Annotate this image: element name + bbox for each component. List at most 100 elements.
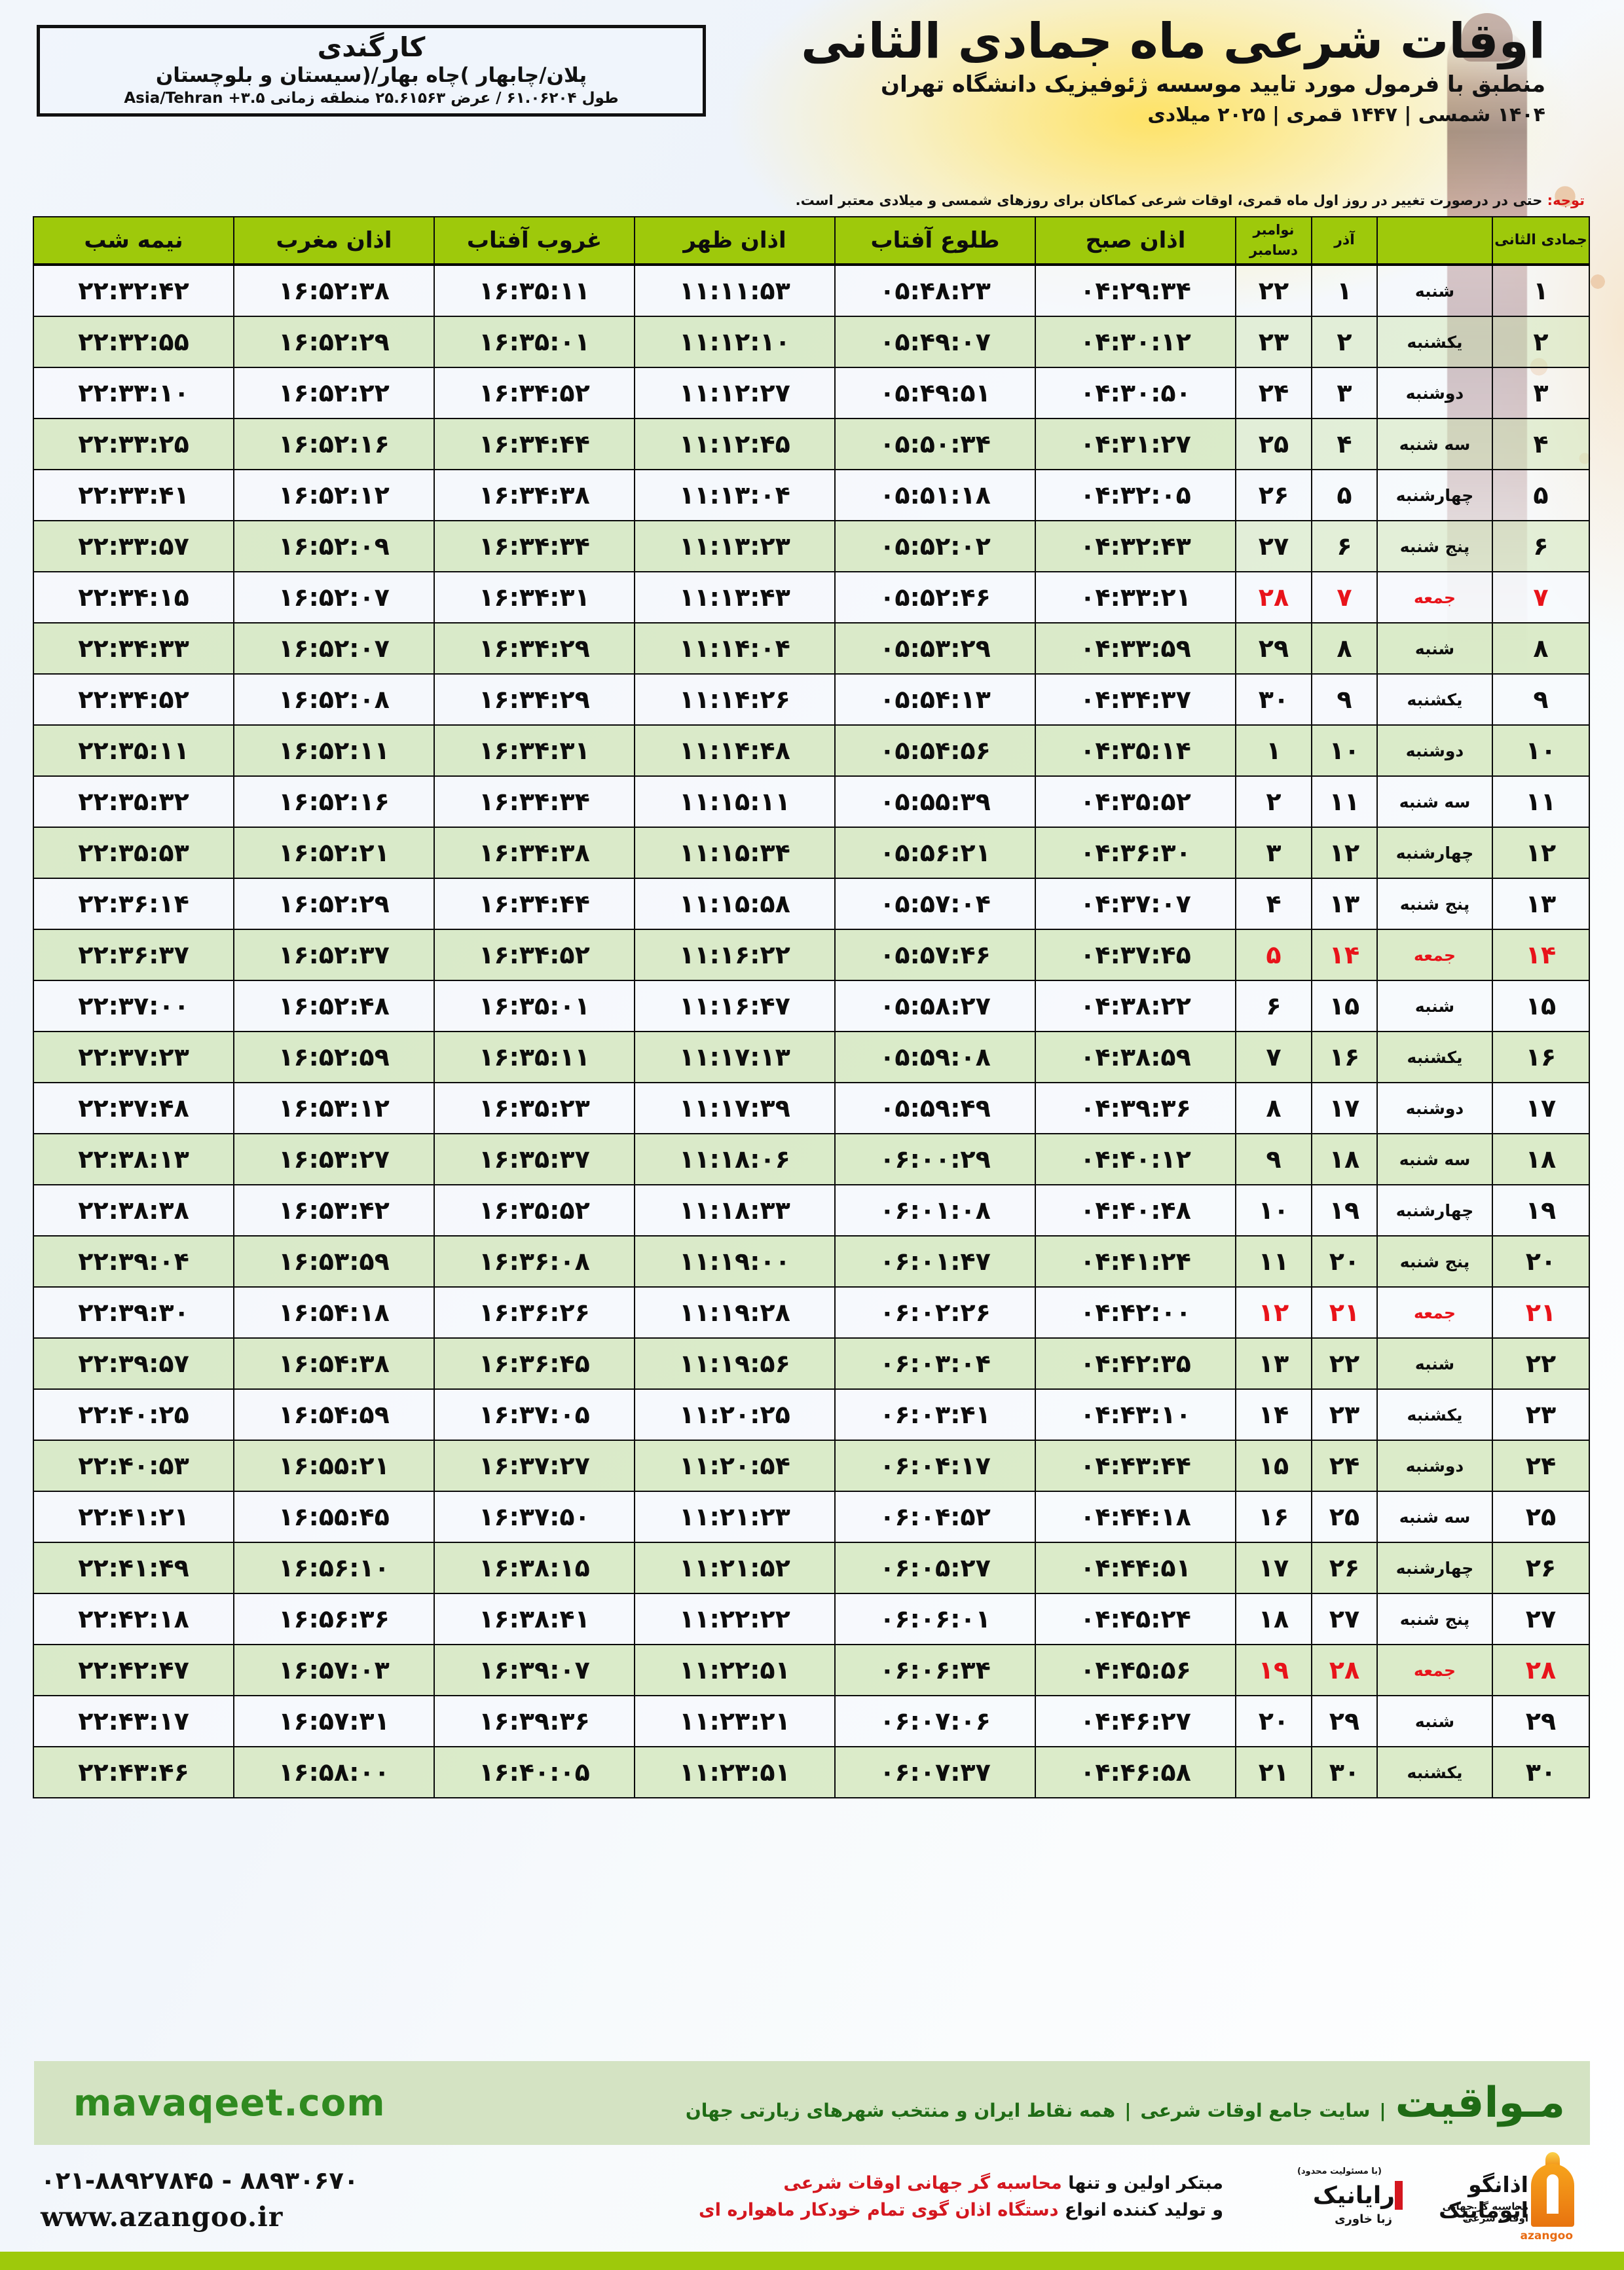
cell-sunrise: ۰۶:۰۶:۳۴	[834, 1644, 1036, 1696]
cell-azar: ۱۲	[1311, 827, 1378, 879]
cell-azar: ۱۳	[1311, 878, 1378, 930]
phone-number[interactable]: ۰۲۱-۸۸۹۲۷۸۴۵ - ۸۸۹۳۰۶۷۰	[41, 2167, 359, 2195]
page-title: اوقات شرعی ماه جمادی الثانی	[801, 13, 1545, 69]
table-row: ۷ جمعه ۷ ۲۸ ۰۴:۳۳:۲۱ ۰۵:۵۲:۴۶ ۱۱:۱۳:۴۳ ۱۶:۳۴:۳۱…	[33, 571, 1590, 623]
cell-fajr: ۰۴:۳۸:۵۹	[1035, 1031, 1236, 1083]
cell-fajr: ۰۴:۳۰:۵۰	[1035, 367, 1236, 419]
azangoo-latin: azangoo	[1520, 2229, 1573, 2242]
cell-maghrib: ۱۶:۵۲:۰۷	[233, 571, 435, 623]
table-row: ۱۵ شنبه ۱۵ ۶ ۰۴:۳۸:۲۲ ۰۵:۵۸:۲۷ ۱۱:۱۶:۴۷ ۱۶:۳۵:۰…	[33, 980, 1590, 1032]
cell-maghrib: ۱۶:۵۳:۲۷	[233, 1133, 435, 1185]
rayanik-logo[interactable]: (با مسئولیت محدود) رایانیک زبا خاوری	[1256, 2167, 1403, 2240]
cell-midnight: ۲۲:۳۸:۳۸	[33, 1184, 234, 1237]
cell-dow: یکشنبه	[1376, 1746, 1493, 1798]
cell-azar: ۳۰	[1311, 1746, 1378, 1798]
cell-dow: سه شنبه	[1376, 418, 1493, 470]
cell-dhuhr: ۱۱:۱۲:۲۷	[634, 367, 836, 419]
cell-fajr: ۰۴:۴۲:۰۰	[1035, 1286, 1236, 1339]
cell-sunset: ۱۶:۳۷:۵۰	[434, 1491, 635, 1543]
cell-jd: ۱	[1492, 264, 1590, 317]
cell-dow: شنبه	[1376, 622, 1493, 675]
cell-midnight: ۲۲:۳۳:۵۷	[33, 520, 234, 572]
cell-maghrib: ۱۶:۵۸:۰۰	[233, 1746, 435, 1798]
cell-sunrise: ۰۵:۵۶:۲۱	[834, 827, 1036, 879]
azangoo-logo[interactable]: اذانگو اتوماتیک محاسبه گر جهانی اوقات شر…	[1420, 2152, 1583, 2244]
cell-sunset: ۱۶:۳۵:۰۱	[434, 980, 635, 1032]
cell-sunset: ۱۶:۳۴:۳۸	[434, 827, 635, 879]
cell-midnight: ۲۲:۳۳:۲۵	[33, 418, 234, 470]
col-maghrib: اذان مغرب	[233, 216, 435, 266]
cell-midnight: ۲۲:۳۵:۳۲	[33, 775, 234, 828]
mavaqeet-coverage: همه نقاط ایران و منتخب شهرهای زیارتی جها…	[685, 2100, 1116, 2121]
prayer-times-table-wrap: جمادی الثانی آذر نوامبر دسامبر اذان صبح …	[33, 216, 1590, 1798]
cell-midnight: ۲۲:۳۲:۴۲	[33, 264, 234, 317]
cell-jd: ۱۰	[1492, 724, 1590, 777]
cell-sunrise: ۰۶:۰۴:۵۲	[834, 1491, 1036, 1543]
cell-dow: شنبه	[1376, 980, 1493, 1032]
cell-dhuhr: ۱۱:۱۷:۱۳	[634, 1031, 836, 1083]
col-jamadi: جمادی الثانی	[1492, 216, 1590, 266]
cell-sunrise: ۰۵:۵۹:۰۸	[834, 1031, 1036, 1083]
cell-sunrise: ۰۶:۰۲:۲۶	[834, 1286, 1036, 1339]
cell-fajr: ۰۴:۴۳:۴۴	[1035, 1440, 1236, 1492]
cell-azar: ۱۱	[1311, 775, 1378, 828]
cell-dhuhr: ۱۱:۱۶:۴۷	[634, 980, 836, 1032]
bottom-accent-bar	[0, 2252, 1624, 2270]
col-sunset: غروب آفتاب	[434, 216, 635, 266]
cell-dow: شنبه	[1376, 1695, 1493, 1747]
location-region: پلان/چابهار )چاه بهار/(سیستان و بلوچستان	[155, 63, 587, 87]
location-city: کارگندی	[317, 31, 426, 63]
cell-sunset: ۱۶:۳۵:۵۲	[434, 1184, 635, 1237]
table-row: ۸ شنبه ۸ ۲۹ ۰۴:۳۳:۵۹ ۰۵:۵۳:۲۹ ۱۱:۱۴:۰۴ ۱۶:۳۴:۲۹…	[33, 622, 1590, 675]
cell-sunrise: ۰۶:۰۳:۴۱	[834, 1388, 1036, 1441]
cell-nov: ۲۹	[1235, 622, 1312, 675]
cell-dhuhr: ۱۱:۲۳:۲۱	[634, 1695, 836, 1747]
cell-midnight: ۲۲:۳۲:۵۵	[33, 316, 234, 368]
mavaqeet-website-link[interactable]: mavaqeet.com	[73, 2081, 386, 2125]
cell-azar: ۲۱	[1311, 1286, 1378, 1339]
cell-dow: سه شنبه	[1376, 1491, 1493, 1543]
cell-sunset: ۱۶:۳۴:۳۴	[434, 520, 635, 572]
cell-maghrib: ۱۶:۵۲:۳۸	[233, 264, 435, 317]
azangoo-website-link[interactable]: www.azangoo.ir	[41, 2201, 284, 2233]
cell-sunrise: ۰۶:۰۶:۰۱	[834, 1593, 1036, 1645]
cell-azar: ۱	[1311, 264, 1378, 317]
cell-fajr: ۰۴:۳۱:۲۷	[1035, 418, 1236, 470]
cell-dhuhr: ۱۱:۲۲:۲۲	[634, 1593, 836, 1645]
cell-fajr: ۰۴:۴۱:۲۴	[1035, 1235, 1236, 1288]
cell-sunrise: ۰۶:۰۱:۰۸	[834, 1184, 1036, 1237]
slogan-line-2-plain: و تولید کننده انواع	[1058, 2199, 1223, 2220]
cell-jd: ۱۳	[1492, 878, 1590, 930]
cell-fajr: ۰۴:۴۰:۱۲	[1035, 1133, 1236, 1185]
cell-maghrib: ۱۶:۵۴:۵۹	[233, 1388, 435, 1441]
cell-midnight: ۲۲:۴۰:۵۳	[33, 1440, 234, 1492]
cell-nov: ۱۵	[1235, 1440, 1312, 1492]
cell-dhuhr: ۱۱:۱۹:۲۸	[634, 1286, 836, 1339]
cell-sunset: ۱۶:۳۴:۴۴	[434, 418, 635, 470]
prayer-times-table: جمادی الثانی آذر نوامبر دسامبر اذان صبح …	[33, 216, 1590, 1798]
table-row: ۲۶ چهارشنبه ۲۶ ۱۷ ۰۴:۴۴:۵۱ ۰۶:۰۵:۲۷ ۱۱:۲۱:۵۲ ۱۶…	[33, 1542, 1590, 1594]
table-row: ۱۳ پنج شنبه ۱۳ ۴ ۰۴:۳۷:۰۷ ۰۵:۵۷:۰۴ ۱۱:۱۵:۵۸ ۱۶:…	[33, 878, 1590, 930]
cell-sunrise: ۰۵:۴۹:۰۷	[834, 316, 1036, 368]
cell-nov: ۳۰	[1235, 673, 1312, 726]
cell-azar: ۳	[1311, 367, 1378, 419]
cell-sunset: ۱۶:۳۸:۴۱	[434, 1593, 635, 1645]
cell-nov: ۲۷	[1235, 520, 1312, 572]
cell-jd: ۲۸	[1492, 1644, 1590, 1696]
col-dayofweek	[1376, 216, 1493, 266]
cell-dhuhr: ۱۱:۱۳:۴۳	[634, 571, 836, 623]
cell-maghrib: ۱۶:۵۲:۱۲	[233, 469, 435, 521]
mavaqeet-sep1: |	[1379, 2100, 1386, 2121]
cell-jd: ۱۴	[1492, 929, 1590, 981]
cell-dhuhr: ۱۱:۱۵:۵۸	[634, 878, 836, 930]
title-block: اوقات شرعی ماه جمادی الثانی منطبق با فرم…	[707, 14, 1545, 127]
mavaqeet-banner[interactable]: مـواقیت | سایت جامع اوقات شرعی | همه نقا…	[34, 2061, 1590, 2145]
cell-dow: یکشنبه	[1376, 1388, 1493, 1441]
slogan-line-1-highlight: محاسبه گر جهانی اوقات شرعی	[783, 2173, 1062, 2193]
cell-azar: ۲۵	[1311, 1491, 1378, 1543]
cell-dow: شنبه	[1376, 264, 1493, 317]
cell-dhuhr: ۱۱:۱۹:۵۶	[634, 1337, 836, 1390]
cell-dhuhr: ۱۱:۱۳:۰۴	[634, 469, 836, 521]
cell-midnight: ۲۲:۳۹:۳۰	[33, 1286, 234, 1339]
page-header: کارگندی پلان/چابهار )چاه بهار/(سیستان و …	[0, 0, 1624, 203]
